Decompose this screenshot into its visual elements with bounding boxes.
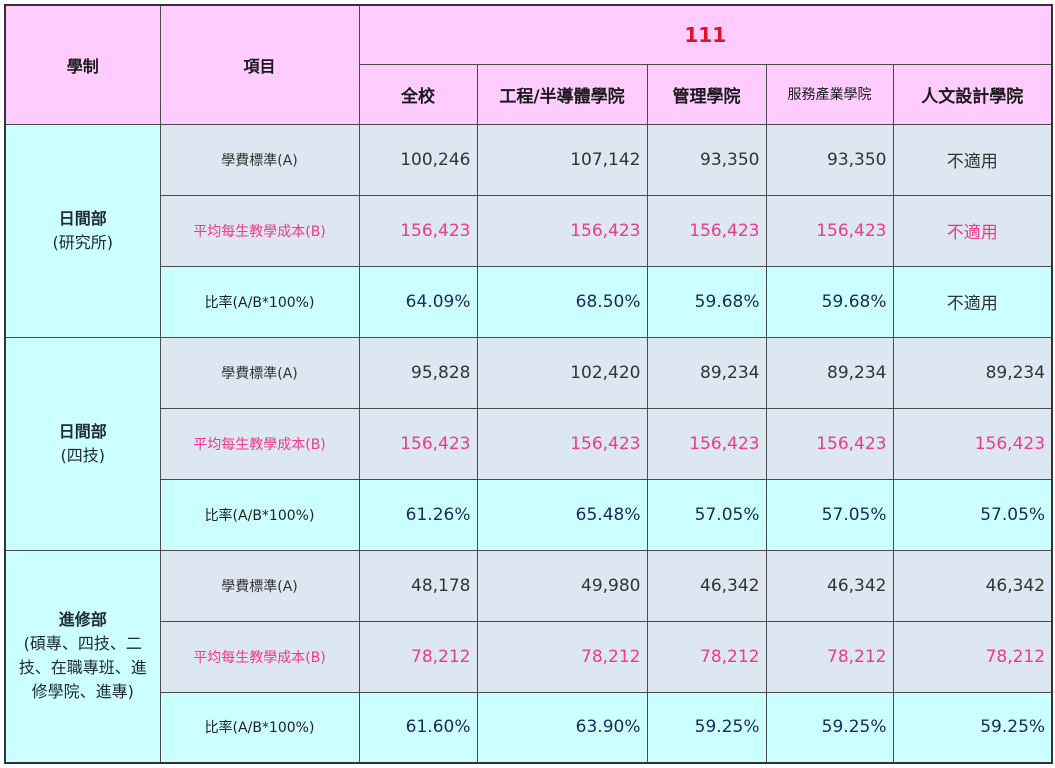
cell-value: 156,423: [476, 194, 648, 267]
cell-value: 61.26%: [358, 478, 478, 551]
cell-value: 78,212: [358, 620, 478, 693]
system-sub-line: 修學院、進專): [31, 682, 134, 702]
cell-value: 48,178: [358, 549, 478, 622]
cell-value: 59.68%: [765, 265, 894, 338]
cell-value: 156,423: [646, 407, 767, 480]
cell-value: 61.60%: [358, 691, 478, 764]
table-row: 平均每生教學成本(B) 156,423 156,423 156,423 156,…: [5, 407, 1053, 480]
system-cell: 日間部 (研究所): [4, 123, 161, 338]
cell-value: 63.90%: [476, 691, 648, 764]
cell-value: 89,234: [765, 336, 894, 409]
cell-value: 不適用: [892, 194, 1053, 267]
col-humanities: 人文設計學院: [892, 63, 1053, 125]
system-name: 日間部: [58, 421, 107, 441]
cell-value: 156,423: [765, 407, 894, 480]
header-year: 111: [358, 4, 1053, 65]
tuition-cost-table: 學制 項目 111 全校 工程/半導體學院 管理學院 服務產業學院 人文設計學院…: [4, 4, 1054, 764]
cell-value: 107,142: [476, 123, 648, 196]
col-engineering: 工程/半導體學院: [476, 63, 648, 125]
system-name: 日間部: [58, 208, 107, 228]
row-label: 比率(A/B*100%): [159, 691, 360, 764]
system-name: 進修部: [58, 610, 107, 630]
cell-value: 49,980: [476, 549, 648, 622]
col-management: 管理學院: [646, 63, 767, 125]
system-sub: (四技): [60, 445, 106, 465]
cell-value: 156,423: [476, 407, 648, 480]
cell-value: 65.48%: [476, 478, 648, 551]
cell-value: 89,234: [646, 336, 767, 409]
system-sub-line: (碩專、四技、二: [23, 634, 142, 654]
table-row: 比率(A/B*100%) 61.60% 63.90% 59.25% 59.25%…: [5, 691, 1053, 764]
col-service: 服務產業學院: [765, 63, 894, 125]
row-label: 平均每生教學成本(B): [159, 620, 360, 693]
cell-value: 156,423: [358, 194, 478, 267]
table-row: 比率(A/B*100%) 64.09% 68.50% 59.68% 59.68%…: [5, 265, 1053, 338]
table-row: 進修部 (碩專、四技、二 技、在職專班、進 修學院、進專) 學費標準(A) 48…: [4, 549, 1053, 764]
cell-value: 57.05%: [892, 478, 1053, 551]
row-label: 比率(A/B*100%): [159, 265, 360, 338]
cell-value: 95,828: [358, 336, 478, 409]
cell-value: 57.05%: [765, 478, 894, 551]
cell-value: 64.09%: [358, 265, 478, 338]
row-label: 學費標準(A): [159, 336, 360, 409]
cell-value: 57.05%: [646, 478, 767, 551]
cell-value: 156,423: [892, 407, 1053, 480]
cell-value: 46,342: [892, 549, 1053, 622]
header-item: 項目: [159, 4, 360, 125]
cell-value: 59.68%: [646, 265, 767, 338]
table-row: 日間部 (四技) 學費標準(A) 95,828 102,420 89,234 8…: [4, 336, 1053, 551]
cell-value: 59.25%: [765, 691, 894, 764]
cell-value: 78,212: [765, 620, 894, 693]
cell-value: 78,212: [476, 620, 648, 693]
cell-value: 156,423: [358, 407, 478, 480]
system-cell: 日間部 (四技): [4, 336, 161, 551]
system-cell: 進修部 (碩專、四技、二 技、在職專班、進 修學院、進專): [4, 549, 161, 764]
cell-value: 102,420: [476, 336, 648, 409]
header-system: 學制: [4, 4, 161, 125]
system-sub: (研究所): [52, 232, 114, 252]
cell-value: 不適用: [892, 123, 1053, 196]
cell-value: 78,212: [646, 620, 767, 693]
cell-value: 156,423: [646, 194, 767, 267]
cell-value: 78,212: [892, 620, 1053, 693]
row-label: 平均每生教學成本(B): [159, 194, 360, 267]
row-label: 學費標準(A): [159, 123, 360, 196]
cell-value: 不適用: [892, 265, 1053, 338]
row-label: 比率(A/B*100%): [159, 478, 360, 551]
table-row: 平均每生教學成本(B) 156,423 156,423 156,423 156,…: [5, 194, 1053, 267]
cell-value: 59.25%: [892, 691, 1053, 764]
cell-value: 59.25%: [646, 691, 767, 764]
system-sub-line: 技、在職專班、進: [18, 658, 147, 678]
row-label: 學費標準(A): [159, 549, 360, 622]
cell-value: 100,246: [358, 123, 478, 196]
cell-value: 93,350: [765, 123, 894, 196]
table-row: 平均每生教學成本(B) 78,212 78,212 78,212 78,212 …: [5, 620, 1053, 693]
row-label: 平均每生教學成本(B): [159, 407, 360, 480]
cell-value: 68.50%: [476, 265, 648, 338]
cell-value: 156,423: [765, 194, 894, 267]
table-row: 日間部 (研究所) 學費標準(A) 100,246 107,142 93,350…: [4, 123, 1053, 338]
cell-value: 46,342: [765, 549, 894, 622]
col-all-school: 全校: [358, 63, 478, 125]
table-row: 比率(A/B*100%) 61.26% 65.48% 57.05% 57.05%…: [5, 478, 1053, 551]
cell-value: 46,342: [646, 549, 767, 622]
cell-value: 89,234: [892, 336, 1053, 409]
cell-value: 93,350: [646, 123, 767, 196]
